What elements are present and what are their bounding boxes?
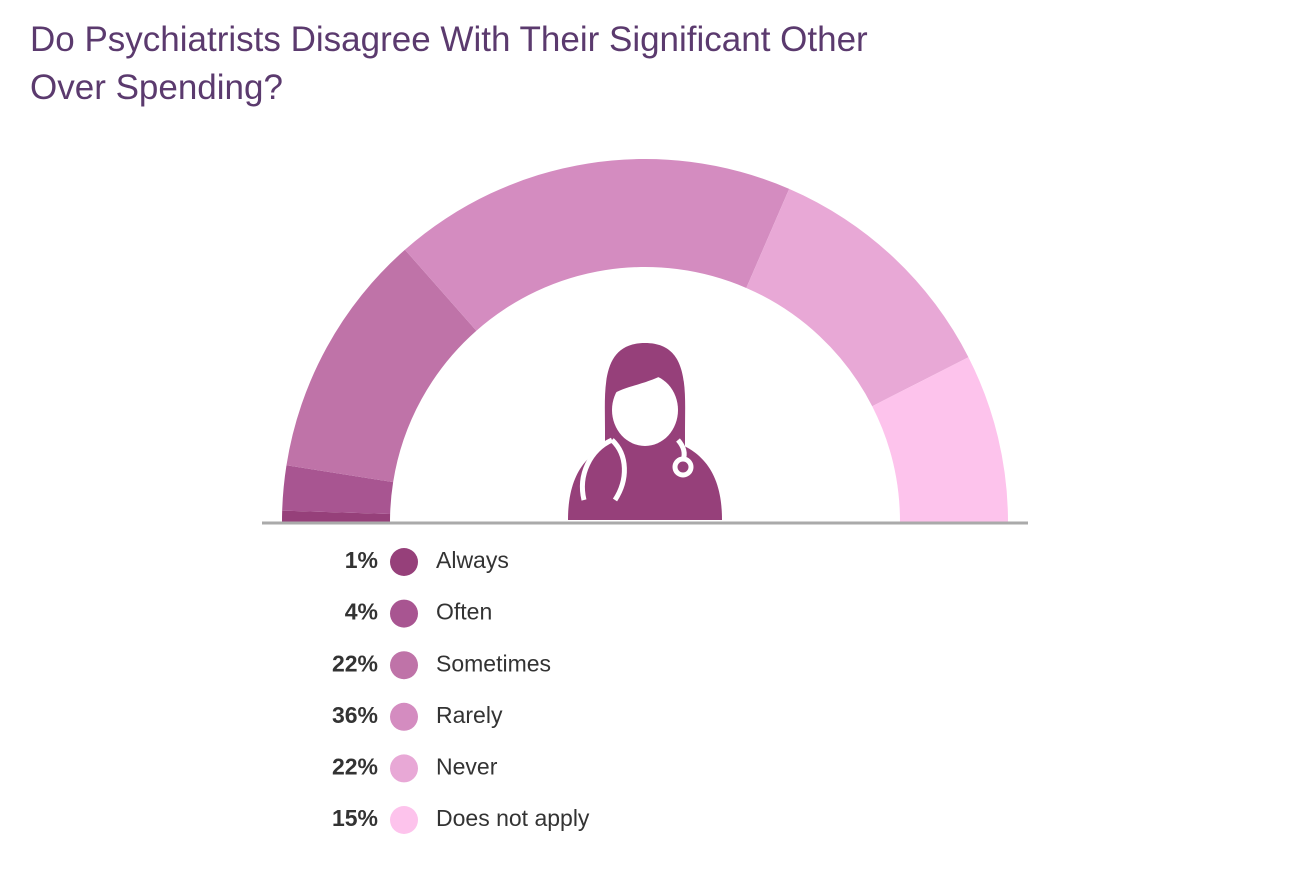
legend-swatch (390, 599, 418, 628)
legend-swatch (390, 702, 418, 731)
donut (282, 159, 1008, 522)
value-label: 22% (332, 753, 378, 779)
donut-segment (286, 249, 477, 483)
legend-swatch (390, 651, 418, 680)
legend-label: Does not apply (436, 805, 590, 831)
legend-swatch (390, 548, 418, 576)
chart-title: Do Psychiatrists Disagree With Their Sig… (30, 20, 877, 107)
legend-label: Often (436, 599, 492, 625)
legend: 1% Always 4% Often 22% Sometimes 36% Rarely 22% N… (332, 547, 590, 834)
donut-segment (872, 357, 1008, 522)
legend-label: Always (436, 547, 509, 573)
legend-label: Rarely (436, 702, 503, 728)
value-label: 22% (332, 650, 378, 676)
value-label: 36% (332, 702, 378, 728)
donut-segment (282, 510, 391, 522)
chart-title: Over Spending? (30, 68, 283, 107)
legend-swatch (390, 806, 418, 834)
value-label: 1% (345, 547, 378, 573)
value-label: 4% (345, 599, 378, 625)
legend-label: Never (436, 753, 498, 779)
legend-swatch (390, 754, 418, 783)
donut-segment (746, 188, 969, 407)
doctor-icon (568, 343, 722, 520)
chart-title: Do Psychiatrists Disagree With Their Sig… (30, 20, 868, 59)
donut-segment (282, 465, 394, 514)
value-label: 15% (332, 805, 378, 831)
donut-segment (404, 159, 790, 331)
legend-label: Sometimes (436, 650, 551, 676)
